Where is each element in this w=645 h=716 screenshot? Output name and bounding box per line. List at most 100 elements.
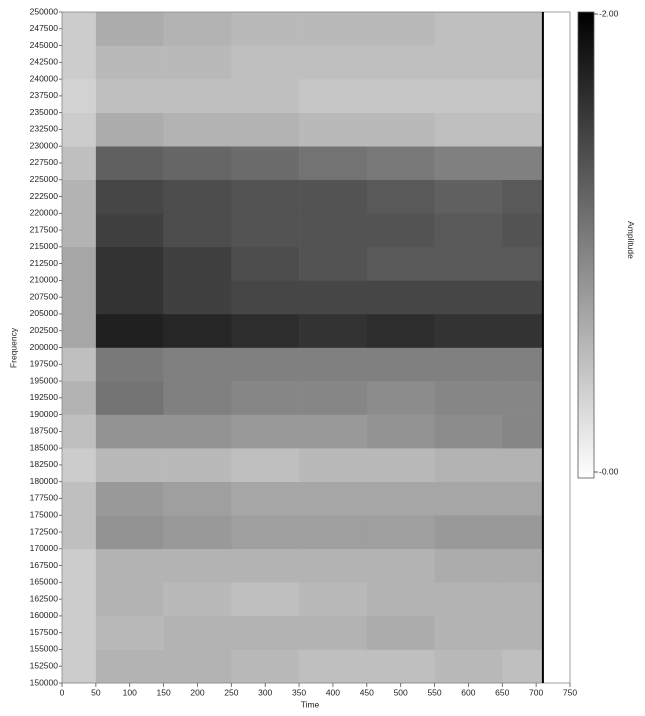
heatmap-cell [299, 481, 368, 516]
heatmap-cell [231, 347, 300, 382]
heatmap-cell [299, 146, 368, 181]
heatmap-cell [231, 12, 300, 46]
heatmap-cell [231, 45, 300, 80]
x-tick-label: 750 [563, 687, 577, 697]
heatmap-cell [434, 280, 503, 315]
y-tick-label: 205000 [30, 308, 59, 318]
heatmap-cell [366, 280, 435, 315]
y-tick-label: 152500 [30, 660, 59, 670]
heatmap-cell [231, 79, 300, 113]
heatmap [62, 12, 544, 684]
heatmap-cell [434, 246, 503, 281]
heatmap-cell [163, 179, 232, 214]
heatmap-cell [95, 615, 164, 650]
heatmap-cell [163, 246, 232, 281]
heatmap-cell [366, 179, 435, 214]
heatmap-cell [502, 179, 544, 214]
heatmap-cell [366, 347, 435, 382]
heatmap-cell [163, 414, 232, 449]
heatmap-cell [366, 414, 435, 449]
heatmap-cell [366, 112, 435, 147]
heatmap-cell [366, 146, 435, 181]
y-tick-label: 170000 [30, 543, 59, 553]
heatmap-cell [62, 280, 97, 315]
y-tick-label: 197500 [30, 359, 59, 369]
y-tick-label: 187500 [30, 426, 59, 436]
heatmap-cell [95, 481, 164, 516]
heatmap-cell [163, 12, 232, 46]
heatmap-cell [299, 347, 368, 382]
heatmap-cell [434, 582, 503, 617]
heatmap-cell [434, 649, 503, 684]
heatmap-cell [502, 280, 544, 315]
heatmap-cell [434, 79, 503, 113]
y-tick-label: 215000 [30, 241, 59, 251]
heatmap-cell [434, 347, 503, 382]
x-tick-label: 500 [394, 687, 408, 697]
heatmap-cell [62, 649, 97, 684]
heatmap-cell [62, 381, 97, 415]
y-tick-label: 220000 [30, 208, 59, 218]
heatmap-cell [502, 414, 544, 449]
heatmap-cell [62, 79, 97, 113]
colorbar [577, 11, 595, 479]
x-axis-label: Time [301, 699, 320, 709]
heatmap-cell [434, 179, 503, 214]
heatmap-cell [231, 179, 300, 214]
heatmap-cell [366, 582, 435, 617]
heatmap-cell [62, 246, 97, 281]
heatmap-cell [502, 213, 544, 248]
x-tick-label: 200 [190, 687, 204, 697]
y-tick-label: 177500 [30, 493, 59, 503]
heatmap-cell [366, 45, 435, 80]
heatmap-cell [299, 280, 368, 315]
heatmap-cell [434, 146, 503, 181]
heatmap-cell [163, 280, 232, 315]
heatmap-cell [95, 515, 164, 550]
heatmap-cell [95, 347, 164, 382]
heatmap-cell [299, 179, 368, 214]
heatmap-cell [163, 548, 232, 583]
y-axis-label: Frequency [8, 327, 18, 368]
heatmap-cell [62, 582, 97, 617]
heatmap-cell [163, 112, 232, 147]
heatmap-cell [366, 448, 435, 482]
heatmap-cell [502, 146, 544, 181]
y-tick-label: 207500 [30, 291, 59, 301]
x-tick-label: 150 [157, 687, 171, 697]
heatmap-cell [95, 112, 164, 147]
heatmap-cell [434, 313, 503, 348]
heatmap-cell [62, 515, 97, 550]
heatmap-cell [95, 649, 164, 684]
y-tick-label: 185000 [30, 442, 59, 452]
heatmap-cell [95, 79, 164, 113]
heatmap-cell [163, 213, 232, 248]
heatmap-cell [95, 246, 164, 281]
x-tick-label: 50 [91, 687, 101, 697]
heatmap-cell [502, 112, 544, 147]
x-tick-label: 650 [495, 687, 509, 697]
heatmap-cell [231, 615, 300, 650]
heatmap-cell [299, 582, 368, 617]
x-tick-label: 450 [360, 687, 374, 697]
heatmap-cell [95, 414, 164, 449]
heatmap-cell [434, 414, 503, 449]
y-tick-label: 175000 [30, 510, 59, 520]
heatmap-cell [163, 515, 232, 550]
heatmap-cell [95, 146, 164, 181]
heatmap-cell [62, 548, 97, 583]
heatmap-cell [231, 414, 300, 449]
heatmap-cell [95, 313, 164, 348]
heatmap-cell [62, 481, 97, 516]
y-tick-label: 217500 [30, 224, 59, 234]
heatmap-cell [231, 448, 300, 482]
heatmap-cell [366, 615, 435, 650]
heatmap-cell [299, 414, 368, 449]
heatmap-cell [163, 313, 232, 348]
heatmap-cell [163, 582, 232, 617]
y-tick-label: 157500 [30, 627, 59, 637]
x-tick-label: 700 [529, 687, 543, 697]
y-tick-label: 230000 [30, 140, 59, 150]
heatmap-cell [502, 515, 544, 550]
